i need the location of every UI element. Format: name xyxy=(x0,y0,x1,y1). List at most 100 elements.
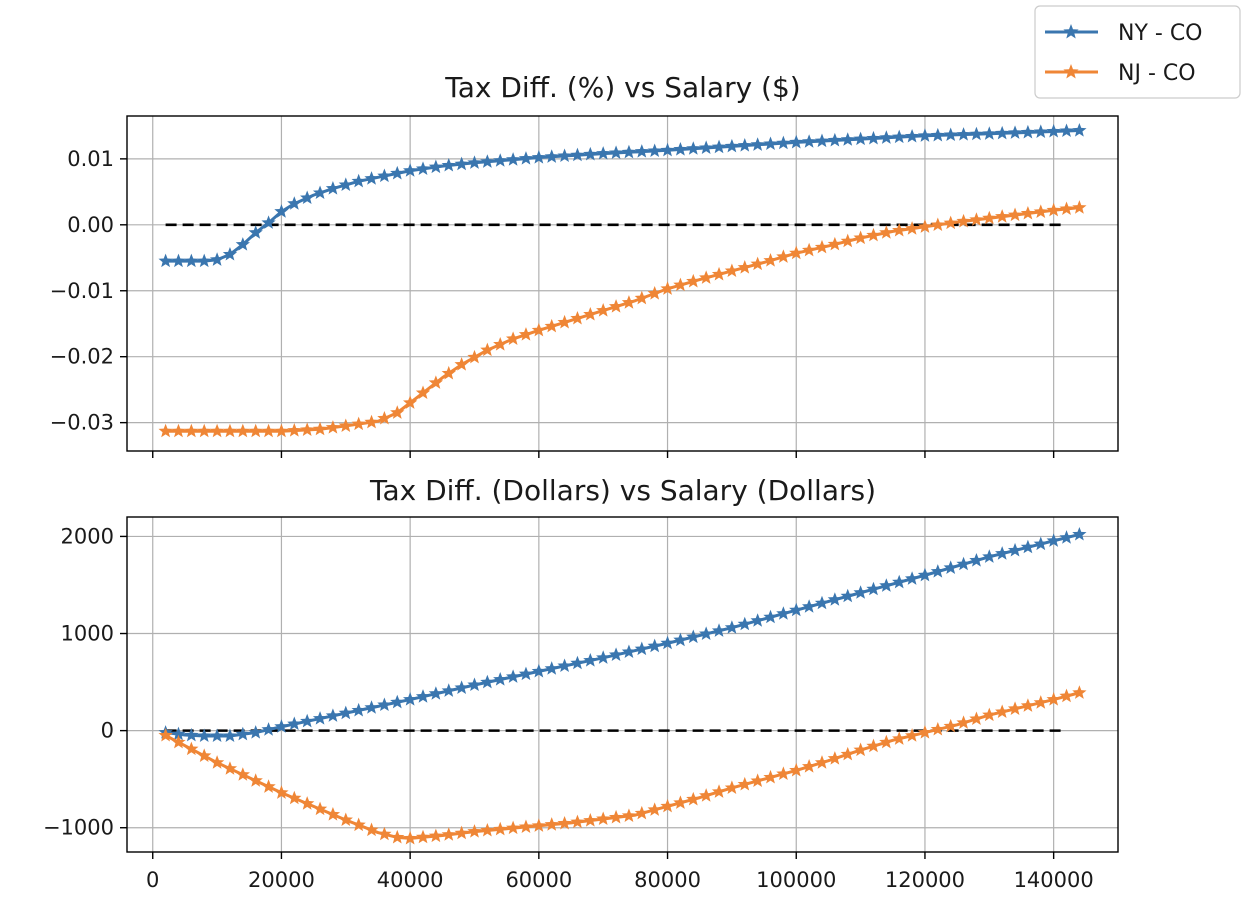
bottom-chart-point-ny-co-2 xyxy=(184,727,199,742)
top-chart-point-ny-co-20 xyxy=(415,161,431,175)
bottom-chart-point-ny-co-52 xyxy=(827,592,842,606)
top-chart-point-ny-co-59 xyxy=(917,128,933,142)
bottom-chart-point-nj-co-37 xyxy=(634,805,649,820)
bottom-chart-ytick-label-3: 2000 xyxy=(61,524,114,548)
bottom-chart-point-ny-co-71 xyxy=(1072,526,1087,541)
top-chart-point-ny-co-26 xyxy=(493,153,508,167)
bottom-chart-point-nj-co-33 xyxy=(583,813,598,827)
bottom-chart-point-ny-co-17 xyxy=(377,697,392,712)
top-chart-point-nj-co-36 xyxy=(621,295,637,309)
top-chart-point-nj-co-0 xyxy=(158,423,173,438)
top-chart-point-ny-co-60 xyxy=(930,127,945,142)
bottom-chart-point-nj-co-29 xyxy=(531,818,546,832)
top-chart-point-nj-co-42 xyxy=(699,270,714,284)
bottom-chart-point-nj-co-71 xyxy=(1072,685,1087,699)
bottom-chart-point-ny-co-67 xyxy=(1020,539,1036,554)
top-chart-point-ny-co-10 xyxy=(287,196,302,210)
top-chart-point-ny-co-58 xyxy=(904,128,920,143)
bottom-chart-xtick-label-5: 100000 xyxy=(756,868,836,892)
top-chart-point-ny-co-32 xyxy=(570,147,585,162)
top-chart-point-ny-co-27 xyxy=(505,152,521,166)
top-chart-point-ny-co-23 xyxy=(454,156,469,171)
bottom-chart-xtick-label-7: 140000 xyxy=(1014,868,1094,892)
top-chart-point-nj-co-45 xyxy=(737,260,752,274)
top-chart-axes: −0.03 −0.02 −0.01 0.00 0.01 xyxy=(50,147,1055,458)
bottom-chart-point-nj-co-20 xyxy=(415,829,431,844)
top-chart-point-ny-co-11 xyxy=(300,190,315,205)
top-chart-point-ny-co-53 xyxy=(840,132,855,146)
legend-marker-ny-co xyxy=(1063,24,1079,39)
top-chart-point-nj-co-8 xyxy=(261,423,276,438)
bottom-chart-grid xyxy=(127,517,1118,852)
top-chart-point-ny-co-5 xyxy=(222,246,238,261)
top-chart-point-nj-co-26 xyxy=(493,337,508,351)
top-chart-panel: Tax Diff. (%) vs Salary ($) −0.03−0.02−0… xyxy=(50,71,1119,458)
bottom-chart-series-markers-ny-co xyxy=(158,526,1087,743)
top-chart-point-nj-co-32 xyxy=(570,310,585,325)
top-chart-point-nj-co-4 xyxy=(209,423,225,438)
bottom-chart-point-nj-co-6 xyxy=(235,767,250,781)
bottom-chart-point-nj-co-53 xyxy=(840,746,855,761)
bottom-chart-point-nj-co-10 xyxy=(287,790,302,805)
bottom-chart-point-ny-co-56 xyxy=(879,578,894,592)
top-chart-point-ny-co-70 xyxy=(1059,123,1074,138)
bottom-chart-point-nj-co-24 xyxy=(467,824,482,838)
top-chart-point-nj-co-18 xyxy=(390,405,405,419)
bottom-chart-point-nj-co-49 xyxy=(789,762,804,777)
bottom-chart-ytick-label-1: 0 xyxy=(101,719,114,743)
bottom-chart-point-ny-co-39 xyxy=(660,635,675,650)
top-chart-point-ny-co-46 xyxy=(750,137,765,151)
bottom-chart-point-nj-co-18 xyxy=(390,829,405,844)
top-chart-point-ny-co-54 xyxy=(853,131,868,146)
bottom-chart-ytick-label-0: −1000 xyxy=(43,816,114,840)
top-chart-point-ny-co-38 xyxy=(647,143,662,158)
top-chart-point-ny-co-31 xyxy=(557,148,572,163)
bottom-chart-point-ny-co-11 xyxy=(300,713,315,728)
bottom-chart-point-ny-co-3 xyxy=(197,728,212,743)
bottom-chart-point-nj-co-12 xyxy=(312,801,328,816)
bottom-chart-point-nj-co-4 xyxy=(209,755,225,769)
bottom-chart-point-nj-co-51 xyxy=(814,755,830,769)
bottom-chart-point-ny-co-65 xyxy=(995,546,1010,560)
bottom-chart-point-nj-co-59 xyxy=(917,725,933,739)
bottom-chart-point-ny-co-51 xyxy=(814,595,830,610)
top-chart-point-ny-co-63 xyxy=(969,126,984,141)
top-chart-point-nj-co-61 xyxy=(943,215,958,230)
top-chart-point-ny-co-37 xyxy=(634,144,649,158)
bottom-chart-point-nj-co-61 xyxy=(943,718,958,733)
top-chart-point-nj-co-56 xyxy=(879,225,894,239)
bottom-chart-point-ny-co-19 xyxy=(403,692,418,706)
top-chart-marks xyxy=(158,123,1087,438)
top-chart-ytick-label-1: −0.02 xyxy=(50,345,114,369)
top-chart-point-nj-co-30 xyxy=(544,318,559,333)
top-chart-point-ny-co-28 xyxy=(518,151,534,165)
bottom-chart-point-ny-co-30 xyxy=(544,661,559,675)
top-chart-point-ny-co-55 xyxy=(866,130,881,145)
top-chart-point-nj-co-68 xyxy=(1033,204,1048,218)
legend-entry-ny-co: NY - CO xyxy=(1045,21,1203,46)
bottom-chart-point-ny-co-15 xyxy=(351,702,366,717)
top-chart-point-ny-co-62 xyxy=(956,127,971,141)
top-chart-point-nj-co-33 xyxy=(583,306,598,321)
top-chart-point-nj-co-21 xyxy=(428,375,444,389)
bottom-chart-point-nj-co-57 xyxy=(892,731,907,745)
top-chart-point-ny-co-51 xyxy=(814,133,830,148)
top-chart-point-ny-co-49 xyxy=(789,134,804,149)
top-chart-point-ny-co-64 xyxy=(982,126,997,140)
top-chart-point-ny-co-21 xyxy=(428,159,444,174)
bottom-chart-point-ny-co-43 xyxy=(711,623,727,637)
top-chart-title: Tax Diff. (%) vs Salary ($) xyxy=(444,71,800,104)
bottom-chart-point-ny-co-12 xyxy=(312,711,328,725)
bottom-chart-point-ny-co-63 xyxy=(969,553,984,567)
bottom-chart-panel: Tax Diff. (Dollars) vs Salary (Dollars) … xyxy=(43,474,1119,892)
top-chart-point-ny-co-25 xyxy=(480,154,495,168)
bottom-chart-point-ny-co-9 xyxy=(274,719,289,733)
top-chart-point-ny-co-24 xyxy=(467,155,482,169)
bottom-chart-point-nj-co-15 xyxy=(351,817,366,832)
bottom-chart-point-ny-co-35 xyxy=(608,647,624,661)
bottom-chart-point-nj-co-35 xyxy=(608,809,624,824)
top-chart-point-ny-co-56 xyxy=(879,130,894,144)
bottom-chart-point-ny-co-66 xyxy=(1007,542,1023,557)
top-chart-point-nj-co-11 xyxy=(300,422,315,436)
